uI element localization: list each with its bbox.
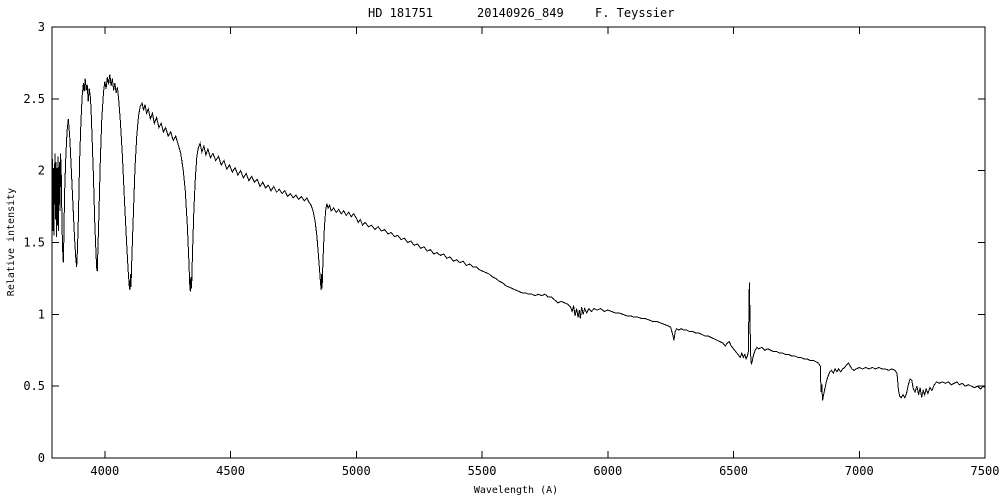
x-tick-label: 5000 xyxy=(342,464,371,478)
x-tick-label: 6000 xyxy=(593,464,622,478)
x-tick-label: 7000 xyxy=(845,464,874,478)
axis-tick-labels: 4000 4500 5000 5500 6000 6500 7000 7500 0 0.5 1 1.5… xyxy=(23,20,999,478)
plot-border xyxy=(51,26,986,459)
y-tick-label: 1 xyxy=(38,307,45,321)
plot-title-observer: F. Teyssier xyxy=(595,6,674,20)
x-tick-label: 4500 xyxy=(216,464,245,478)
spectrum-line xyxy=(51,74,986,401)
y-axis-label: Relative intensity xyxy=(6,188,17,296)
x-tick-label: 7500 xyxy=(971,464,1000,478)
x-tick-label: 6500 xyxy=(719,464,748,478)
x-tick-label: 4000 xyxy=(90,464,119,478)
y-tick-label: 3 xyxy=(38,20,45,34)
x-axis-label: Wavelength (A) xyxy=(474,485,558,496)
y-tick-label: 0.5 xyxy=(23,379,45,393)
y-tick-label: 2 xyxy=(38,164,45,178)
plot-title-target: HD 181751 xyxy=(368,6,433,20)
x-tick-label: 5500 xyxy=(468,464,497,478)
y-tick-label: 2.5 xyxy=(23,92,45,106)
plot-title-observation: 20140926_849 xyxy=(477,6,564,20)
y-tick-label: 0 xyxy=(38,451,45,465)
axis-ticks xyxy=(52,26,986,459)
y-tick-label: 1.5 xyxy=(23,236,45,250)
